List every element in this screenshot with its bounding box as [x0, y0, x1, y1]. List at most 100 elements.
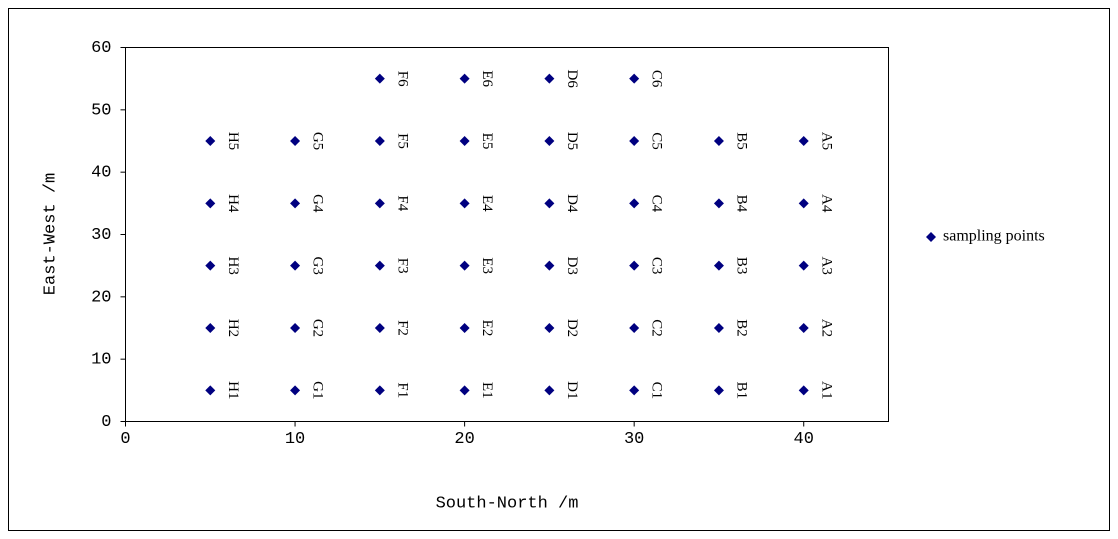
data-point	[798, 385, 809, 396]
y-tick-label: 0	[101, 413, 111, 432]
data-point	[459, 323, 470, 333]
data-point	[544, 136, 555, 146]
data-point	[374, 73, 385, 84]
data-point	[713, 323, 724, 333]
point-label: H5	[225, 132, 241, 150]
point-label: E4	[479, 195, 495, 212]
y-tick-label: 50	[91, 101, 111, 120]
point-label: G2	[310, 319, 326, 337]
point-label: H2	[225, 319, 241, 337]
point-label: C5	[649, 132, 665, 150]
point-label: C3	[649, 257, 665, 275]
point-label: F6	[394, 71, 410, 87]
y-tick-label: 60	[91, 39, 111, 58]
point-label: E6	[479, 70, 495, 87]
point-label: F2	[394, 320, 410, 336]
data-point	[629, 198, 640, 209]
x-tick-label: 10	[285, 430, 305, 449]
data-point	[544, 323, 555, 333]
data-point	[713, 385, 724, 396]
data-point	[544, 385, 555, 396]
point-label: A4	[818, 194, 834, 213]
data-point	[290, 323, 301, 333]
data-point	[374, 136, 385, 146]
point-label: C2	[649, 319, 665, 337]
data-point	[374, 260, 385, 271]
x-tick-label: 0	[120, 430, 130, 449]
chart-frame	[8, 8, 1110, 531]
data-point	[798, 323, 809, 333]
point-label: C6	[649, 70, 665, 88]
y-tick-label: 10	[91, 351, 111, 370]
point-label: D6	[564, 69, 580, 88]
data-point	[798, 198, 809, 209]
point-label: D1	[564, 381, 580, 399]
point-label: B2	[734, 319, 750, 337]
point-label: A3	[818, 256, 834, 274]
data-point	[205, 136, 216, 146]
data-point	[374, 198, 385, 209]
point-label: G1	[310, 381, 326, 399]
data-point	[205, 198, 216, 209]
x-tick-label: 20	[454, 430, 474, 449]
data-point	[798, 136, 809, 146]
data-point	[713, 136, 724, 146]
data-point	[544, 73, 555, 84]
point-label: B1	[734, 382, 750, 400]
data-point	[205, 323, 216, 333]
data-point	[713, 260, 724, 271]
point-label: F4	[394, 195, 410, 211]
point-label: H3	[225, 256, 241, 274]
y-axis-title: East-West /m	[41, 173, 60, 295]
point-label: E1	[479, 382, 495, 399]
point-label: E3	[479, 257, 495, 274]
data-point	[459, 260, 470, 271]
data-point	[290, 198, 301, 209]
data-point	[629, 323, 640, 333]
data-point	[629, 136, 640, 146]
point-label: H4	[225, 194, 241, 213]
data-point	[544, 260, 555, 271]
data-point	[205, 260, 216, 271]
point-label: D2	[564, 319, 580, 337]
data-point	[629, 385, 640, 396]
data-point	[459, 385, 470, 396]
y-tick-label: 20	[91, 288, 111, 307]
x-tick-label: 40	[794, 430, 814, 449]
point-label: G3	[310, 256, 326, 274]
legend-marker	[926, 232, 936, 242]
point-label: D3	[564, 256, 580, 274]
data-point	[290, 260, 301, 271]
point-label: A2	[818, 319, 834, 337]
x-tick-label: 30	[624, 430, 644, 449]
data-point	[205, 385, 216, 396]
point-label: B4	[734, 195, 750, 213]
data-point	[629, 260, 640, 271]
y-tick-label: 40	[91, 164, 111, 183]
data-point	[374, 385, 385, 396]
point-label: G4	[310, 194, 326, 213]
point-label: D4	[564, 194, 580, 213]
point-label: B5	[734, 132, 750, 150]
point-label: C1	[649, 382, 665, 400]
point-label: H1	[225, 381, 241, 399]
data-point	[459, 198, 470, 209]
data-point	[798, 260, 809, 271]
data-point	[629, 73, 640, 84]
point-label: D5	[564, 132, 580, 150]
point-label: E5	[479, 133, 495, 150]
point-label: F5	[394, 133, 410, 149]
data-point	[374, 323, 385, 333]
point-label: E2	[479, 320, 495, 337]
data-point	[544, 198, 555, 209]
point-label: A1	[818, 381, 834, 399]
point-label: F3	[394, 258, 410, 274]
y-tick-label: 30	[91, 226, 111, 245]
data-point	[459, 136, 470, 146]
point-label: G5	[310, 132, 326, 150]
data-point	[290, 136, 301, 146]
data-point	[713, 198, 724, 209]
point-label: F1	[394, 382, 410, 398]
point-label: B3	[734, 257, 750, 275]
